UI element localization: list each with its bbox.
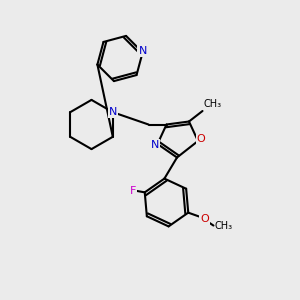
Text: N: N xyxy=(138,46,147,56)
Text: O: O xyxy=(200,214,209,224)
Text: F: F xyxy=(130,186,136,196)
Text: CH₃: CH₃ xyxy=(215,220,233,230)
Text: N: N xyxy=(109,107,117,117)
Text: N: N xyxy=(151,140,159,151)
Text: CH₃: CH₃ xyxy=(204,99,222,109)
Text: O: O xyxy=(196,134,206,145)
